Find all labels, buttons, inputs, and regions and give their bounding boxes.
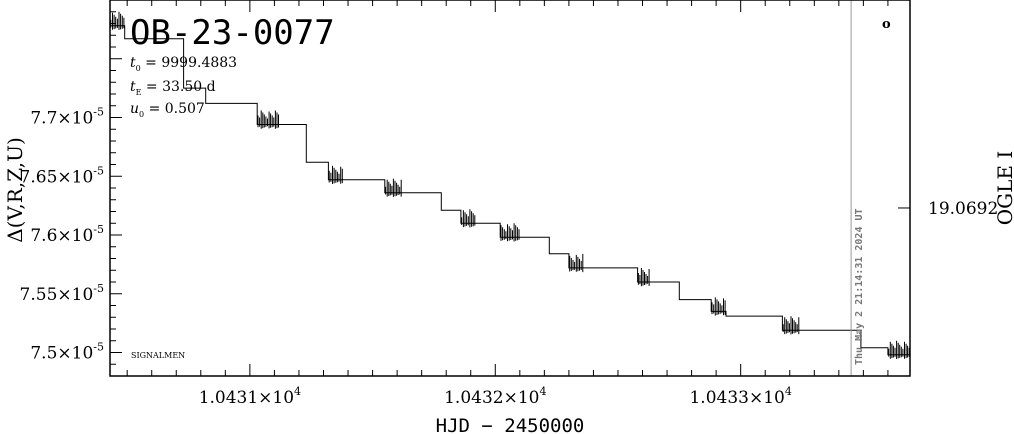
model-step-line [110, 25, 910, 356]
tick-labels: 1.0431×104 1.0432×104 1.0433×104 7.5×10-5 7.… [20, 106, 999, 409]
y-axis-label-left: Δ(V,R,Z,U) [3, 137, 27, 243]
data-points [328, 165, 343, 184]
x-axis-label: HJD − 2450000 [436, 415, 585, 434]
param-t0: t0 = 9999.4883 [130, 55, 237, 73]
x-tick-label: 1.0432×104 [444, 385, 546, 408]
y-axis-label-right: OGLE I [993, 151, 1014, 226]
data-points [888, 340, 910, 359]
data-points [461, 209, 476, 228]
data-points [782, 316, 800, 335]
y-tick-label: 7.65×10-5 [20, 164, 104, 187]
y-tick-label: 7.6×10-5 [30, 223, 104, 246]
data-points [500, 223, 520, 242]
tick-marks [110, 0, 910, 376]
model-curve [110, 11, 910, 359]
corner-label: SIGNALMEN [131, 351, 185, 360]
data-points [257, 110, 279, 129]
data-points [637, 268, 650, 287]
y-tick-label: 7.7×10-5 [30, 106, 104, 129]
right-tick-label: 19.0692 [928, 199, 998, 219]
data-points [569, 253, 584, 273]
param-u0: u0 = 0.507 [130, 101, 205, 119]
param-list: t0 = 9999.4883 tE = 33.50 d u0 = 0.507 [130, 55, 237, 119]
data-points [385, 178, 402, 197]
y-tick-label: 7.55×10-5 [20, 282, 104, 305]
x-tick-label: 1.0433×104 [689, 385, 791, 408]
chart-title: OB-23-0077 [130, 13, 335, 53]
data-points [110, 11, 125, 30]
x-tick-label: 1.0431×104 [199, 385, 301, 408]
param-tE: tE = 33.50 d [130, 79, 216, 97]
right-marker: o [882, 17, 891, 32]
data-points [711, 297, 726, 316]
y-tick-label: 7.5×10-5 [30, 341, 104, 364]
plot-frame [109, 0, 911, 377]
timestamp-label: Thu May 2 21:14:31 2024 UT [854, 208, 865, 365]
